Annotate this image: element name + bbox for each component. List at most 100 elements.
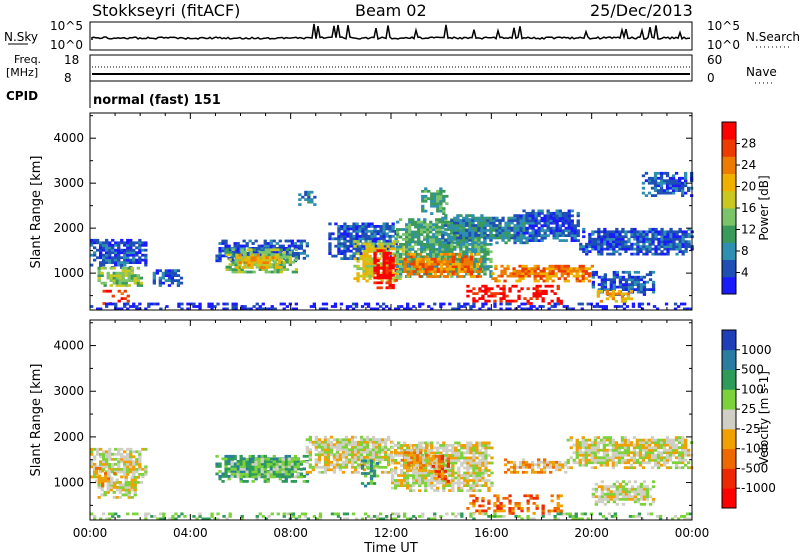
data-cell (544, 237, 547, 240)
data-cell (343, 232, 346, 235)
data-cell (640, 286, 643, 289)
data-cell (513, 224, 516, 227)
data-cell (457, 479, 460, 482)
data-cell (396, 241, 399, 244)
data-cell (279, 465, 282, 468)
data-cell (386, 254, 389, 257)
data-cell (137, 284, 140, 287)
data-cell (147, 305, 150, 308)
data-cell (285, 460, 288, 463)
data-cell (393, 243, 396, 246)
data-cell (321, 446, 324, 449)
data-cell (257, 261, 260, 264)
data-cell (679, 248, 682, 251)
data-cell (269, 256, 272, 259)
data-cell (373, 230, 376, 233)
data-cell (643, 283, 646, 286)
data-cell (555, 265, 558, 268)
data-cell (564, 270, 567, 273)
data-cell (261, 245, 264, 248)
data-cell (104, 494, 107, 497)
data-cell (507, 217, 510, 220)
data-cell (375, 443, 378, 446)
data-cell (99, 264, 102, 267)
data-cell (543, 267, 546, 270)
data-cell (466, 285, 469, 288)
data-cell (110, 277, 113, 280)
data-cell (476, 263, 479, 266)
data-cell (349, 225, 352, 228)
data-cell (441, 232, 444, 235)
data-cell (126, 261, 129, 264)
data-cell (396, 253, 399, 256)
data-cell (397, 305, 400, 308)
data-cell (138, 244, 141, 247)
data-cell (399, 228, 402, 231)
data-cell (119, 282, 122, 285)
data-cell (138, 455, 141, 458)
data-cell (579, 243, 582, 246)
data-cell (405, 236, 408, 239)
data-cell (672, 238, 675, 241)
data-cell (361, 235, 364, 238)
data-cell (603, 235, 606, 238)
data-cell (515, 270, 518, 273)
data-cell (530, 297, 533, 300)
data-cell (479, 270, 482, 273)
data-cell (454, 447, 457, 450)
data-cell (570, 267, 573, 270)
data-cell (508, 290, 511, 293)
data-cell (400, 479, 403, 482)
data-cell (399, 253, 402, 256)
data-cell (93, 463, 96, 466)
data-cell (463, 479, 466, 482)
data-cell (126, 303, 129, 306)
data-cell (442, 197, 445, 200)
data-cell (462, 232, 465, 235)
data-cell (465, 229, 468, 232)
data-cell (110, 267, 113, 270)
data-cell (310, 201, 313, 204)
data-cell (120, 264, 123, 267)
data-cell (177, 305, 180, 308)
data-cell (394, 482, 397, 485)
data-cell (561, 267, 564, 270)
data-cell (274, 261, 277, 264)
data-cell (383, 259, 386, 262)
data-cell (331, 255, 334, 258)
data-cell (666, 245, 669, 248)
data-cell (469, 479, 472, 482)
data-cell (99, 463, 102, 466)
data-cell (342, 446, 345, 449)
data-cell (471, 217, 474, 220)
data-cell (651, 243, 654, 246)
data-cell (368, 272, 371, 275)
colorbar-swatch (722, 174, 736, 192)
data-cell (459, 219, 462, 222)
data-cell (556, 222, 559, 225)
data-cell (340, 225, 343, 228)
data-cell (283, 251, 286, 254)
data-cell (252, 465, 255, 468)
data-cell (636, 238, 639, 241)
data-cell (236, 256, 239, 259)
data-cell (544, 214, 547, 217)
data-cell (383, 262, 386, 265)
data-cell (475, 467, 478, 470)
data-cell (624, 248, 627, 251)
data-cell (491, 272, 494, 275)
data-cell (577, 232, 580, 235)
data-cell (470, 258, 473, 261)
data-cell (446, 270, 449, 273)
data-cell (235, 261, 238, 264)
data-cell (231, 460, 234, 463)
data-cell (588, 238, 591, 241)
data-cell (387, 471, 390, 474)
data-cell (469, 462, 472, 465)
data-cell (240, 473, 243, 476)
data-cell (498, 229, 501, 232)
data-cell (245, 264, 248, 267)
data-cell (247, 271, 250, 274)
data-cell (141, 448, 144, 451)
data-cell (307, 193, 310, 196)
